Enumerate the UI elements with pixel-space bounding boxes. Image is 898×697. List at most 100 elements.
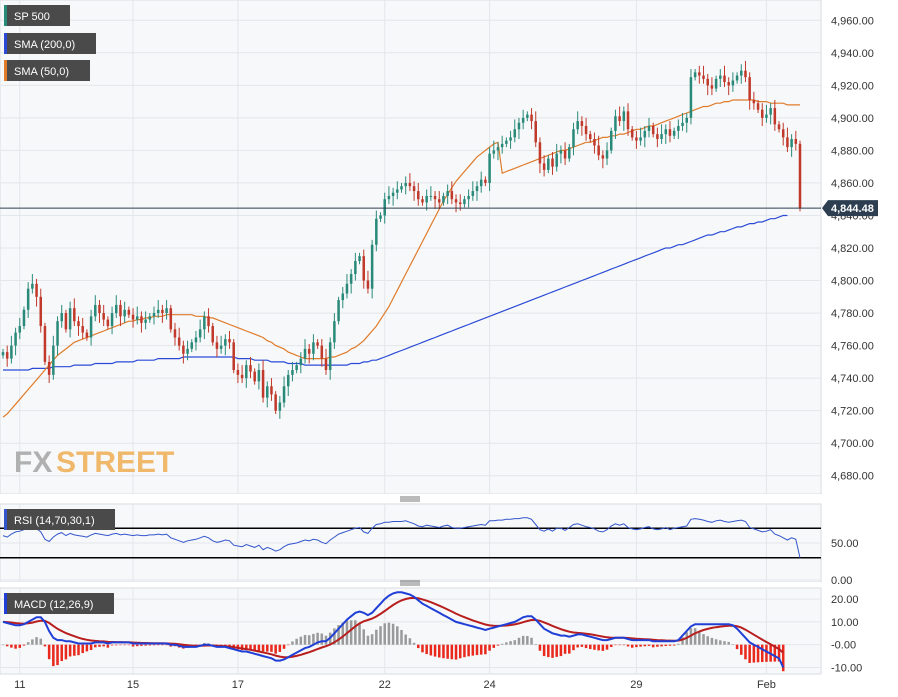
candle: [568, 143, 571, 162]
candle: [710, 77, 714, 96]
macd-histogram-bar: [31, 639, 34, 645]
candle: [500, 135, 504, 154]
candle-body: [660, 134, 663, 140]
candle: [756, 99, 760, 113]
macd-histogram-bar: [379, 626, 382, 645]
candle: [429, 186, 433, 201]
macd-histogram-bar: [85, 644, 89, 652]
candle: [182, 340, 185, 364]
candle-body: [521, 117, 525, 123]
main-y-tick-label: 4,680.00: [831, 471, 874, 483]
candle: [73, 298, 76, 327]
macd-histogram-bar: [73, 644, 76, 656]
sma-50-line: [2, 99, 800, 418]
candle-body: [408, 182, 412, 187]
macd-histogram-bar: [387, 622, 391, 645]
macd-y-tick-label: 20.00: [831, 594, 859, 606]
macd-histogram-bar: [484, 644, 487, 655]
macd-histogram-bar: [81, 644, 84, 654]
candle-body: [693, 72, 697, 78]
macd-histogram-bar: [404, 634, 407, 645]
candle: [135, 306, 139, 325]
macd-histogram-bar: [513, 640, 517, 645]
candle: [794, 130, 798, 151]
candle-body: [404, 182, 407, 187]
candle: [261, 360, 265, 403]
candle-body: [719, 75, 722, 79]
macd-histogram-bar: [626, 644, 630, 647]
macd-histogram-bar: [492, 644, 496, 648]
candle: [354, 252, 357, 281]
candle-body: [135, 316, 139, 320]
candle: [77, 316, 80, 336]
macd-histogram-bar: [589, 644, 592, 650]
candle: [563, 142, 567, 166]
macd-histogram-bar: [727, 641, 730, 645]
candle-body: [777, 124, 781, 130]
macd-histogram-bar: [408, 638, 412, 645]
macd-histogram-bar: [568, 644, 571, 654]
candle: [324, 348, 328, 375]
candle: [693, 69, 697, 81]
candle-body: [60, 313, 63, 322]
rsi-panel: 0.00 50.00 RSI (14,70,30,1): [0, 503, 859, 587]
candle-body: [5, 352, 9, 359]
candle-body: [740, 70, 743, 76]
candle: [349, 269, 353, 294]
candle: [513, 119, 517, 143]
candle-body: [530, 114, 533, 122]
macd-histogram-bar: [391, 623, 395, 645]
candle: [744, 60, 747, 83]
candle-body: [165, 308, 168, 314]
candle: [266, 381, 269, 408]
macd-histogram-bar: [773, 644, 777, 662]
legend-label-macd: MACD (12,26,9): [14, 599, 93, 611]
candle-body: [345, 283, 349, 294]
candle-body: [26, 288, 30, 310]
macd-histogram-bar: [584, 644, 588, 649]
macd-histogram-bar: [98, 644, 101, 647]
macd-histogram-bar: [760, 644, 764, 663]
candle-body: [370, 244, 374, 289]
candle: [496, 142, 500, 161]
candle-body: [442, 195, 445, 203]
macd-line: [2, 591, 785, 668]
candle-body: [496, 147, 500, 151]
candle: [291, 361, 294, 382]
candle: [681, 112, 684, 131]
macd-histogram-bar: [123, 644, 126, 646]
candle-body: [568, 147, 571, 159]
macd-histogram-bar: [106, 644, 110, 648]
candle-body: [559, 150, 563, 154]
candle: [312, 334, 315, 361]
candle-body: [744, 70, 747, 78]
candle-body: [56, 321, 59, 346]
candle: [123, 301, 126, 323]
sma-50-path: [2, 99, 800, 418]
macd-histogram-bar: [698, 631, 701, 645]
candle-body: [597, 145, 600, 156]
candle-body: [207, 316, 210, 327]
legend-macd: MACD (12,26,9): [4, 593, 114, 614]
candle-body: [798, 143, 802, 209]
candle-body: [295, 365, 298, 370]
candle-body: [307, 348, 311, 354]
candle-body: [396, 189, 399, 193]
macd-histogram-bar: [488, 644, 491, 651]
candle: [219, 335, 223, 354]
macd-histogram-bar: [18, 644, 22, 648]
main-y-tick-label: 4,780.00: [831, 308, 874, 320]
candle-body: [282, 386, 286, 403]
candle-body: [31, 283, 34, 289]
main-panel: FX STREET 4,680.00 4,700.00 4,720.00 4,740.…: [0, 0, 878, 495]
candle: [798, 140, 802, 212]
candle-body: [127, 309, 131, 315]
macd-histogram-bar: [660, 644, 663, 647]
candle-body: [328, 342, 332, 370]
panel-resize-handle-2[interactable]: [0, 580, 821, 588]
panel-resize-handle-1[interactable]: [0, 494, 821, 504]
candle: [236, 363, 240, 384]
candle-body: [316, 342, 319, 346]
macd-histogram-bar: [131, 644, 135, 647]
legend-main: SP 500 SMA (200,0) SMA (50,0): [4, 5, 96, 81]
